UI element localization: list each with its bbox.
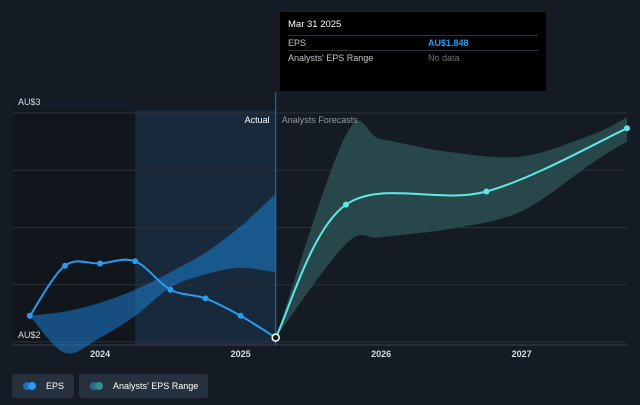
eps-points: [26, 258, 280, 342]
x-tick-label-2027: 2027: [512, 349, 532, 359]
eps-forecast-line: [274, 127, 628, 339]
legend-item-eps-range[interactable]: Analysts' EPS Range: [79, 374, 209, 398]
tooltip-eps-value: AU$1.848: [428, 38, 469, 48]
x-tick-label-2024: 2024: [90, 349, 110, 359]
data-point[interactable]: [271, 333, 280, 342]
actual-region-label: Actual: [245, 115, 270, 125]
data-tooltip: Mar 31 2025 EPS AU$1.848 Analysts' EPS R…: [280, 12, 546, 91]
data-point[interactable]: [343, 201, 349, 208]
legend-item-eps[interactable]: EPS: [12, 374, 75, 398]
chart-legend: EPS Analysts' EPS Range: [12, 374, 209, 398]
data-point[interactable]: [62, 262, 68, 269]
tooltip-date: Mar 31 2025: [288, 19, 342, 30]
tooltip-range-value: No data: [428, 53, 460, 63]
data-point[interactable]: [167, 286, 174, 293]
forecast-region-label: Analysts Forecasts: [282, 115, 359, 125]
tooltip-eps-label: EPS: [288, 38, 307, 48]
y-tick-label-bottom: AU$2: [18, 330, 41, 340]
eps-forecast-points: [343, 125, 630, 208]
legend-eps-range-label: Analysts' EPS Range: [113, 381, 199, 391]
eps-range-legend-icon: [90, 382, 106, 390]
y-tick-label-top: AU$3: [18, 97, 41, 107]
tooltip-row-range: Analysts' EPS Range No data: [288, 50, 538, 65]
actual-eps-range-band: [29, 193, 276, 354]
data-point[interactable]: [202, 295, 209, 302]
eps-legend-icon: [23, 382, 39, 390]
data-point[interactable]: [483, 188, 490, 195]
tooltip-range-label: Analysts' EPS Range: [288, 53, 374, 63]
eps-line: [29, 258, 277, 339]
legend-eps-label: EPS: [46, 381, 65, 391]
x-tick-label-2026: 2026: [371, 349, 391, 359]
tooltip-row-eps: EPS AU$1.848: [288, 35, 538, 50]
data-point[interactable]: [97, 260, 104, 267]
data-point[interactable]: [132, 258, 139, 265]
data-point[interactable]: [26, 312, 33, 319]
data-point[interactable]: [237, 312, 244, 319]
x-tick-label-2025: 2025: [231, 349, 251, 359]
data-point[interactable]: [624, 125, 630, 132]
